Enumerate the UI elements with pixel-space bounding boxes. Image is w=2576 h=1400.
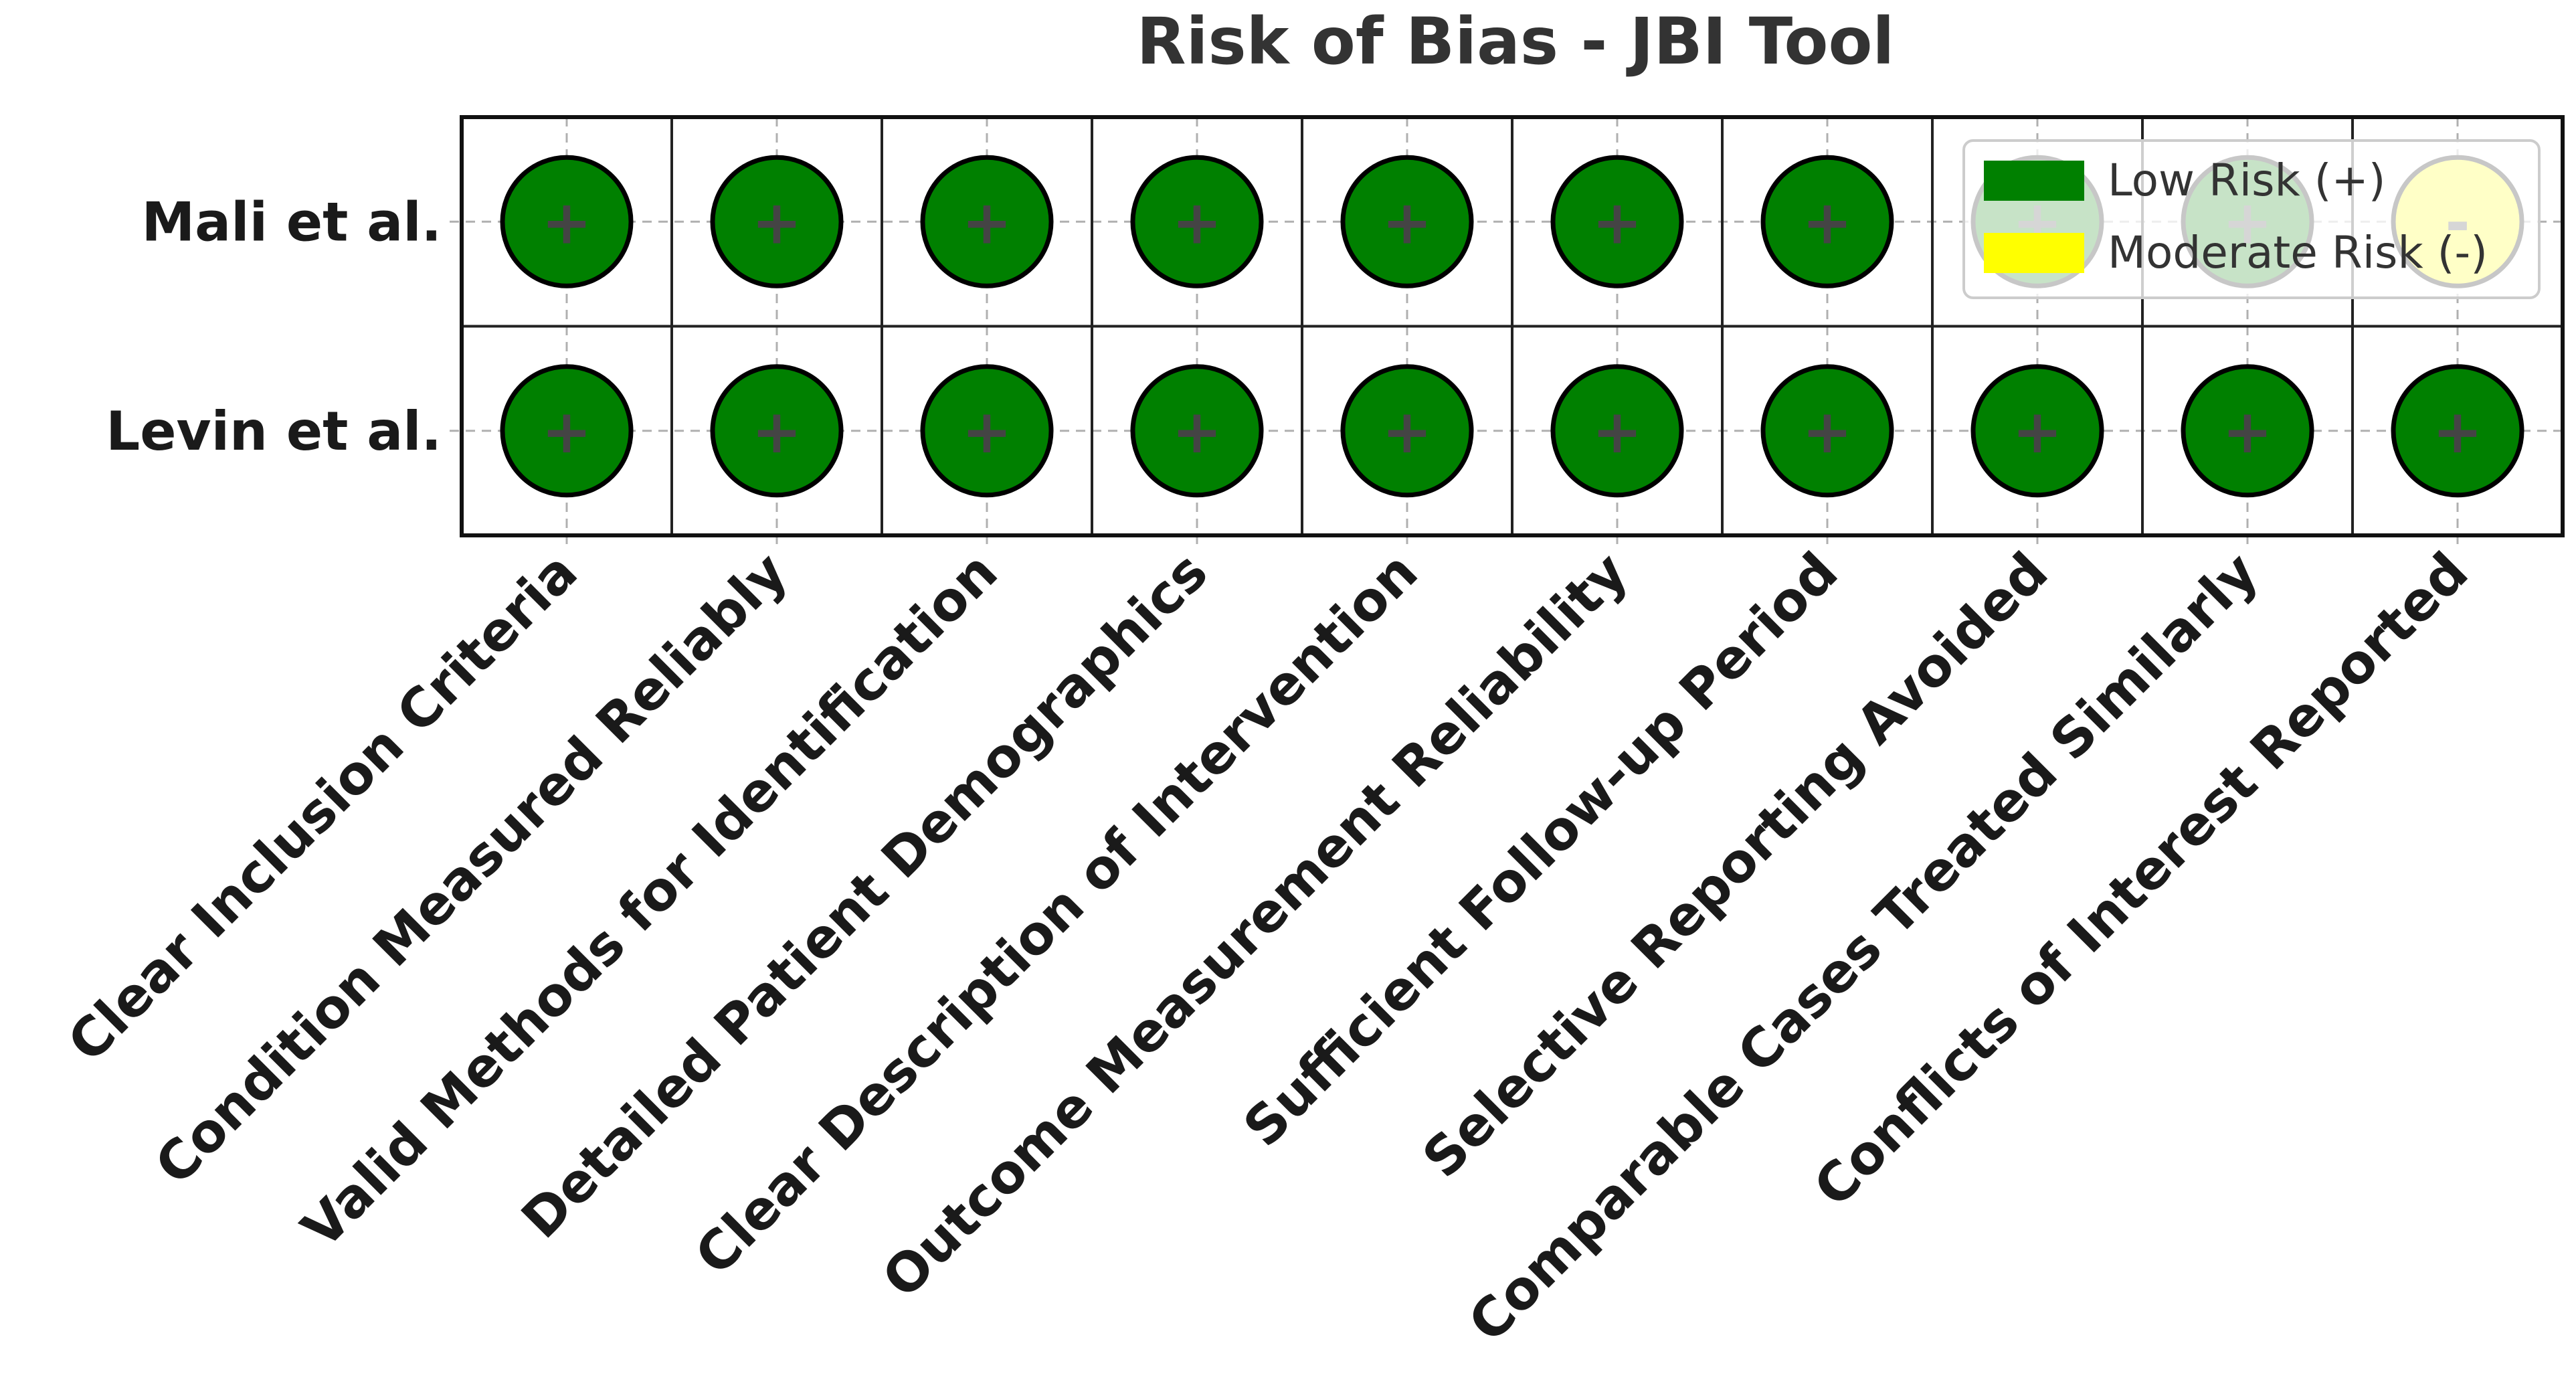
marks-layer: +++++++++-++++++++++ xyxy=(500,155,2524,498)
risk-symbol: + xyxy=(1802,187,1852,258)
risk-symbol: + xyxy=(1382,397,1432,467)
risk-circle xyxy=(1340,364,1474,498)
risk-symbol: + xyxy=(1802,397,1852,467)
domain-label: Clear Description of Intervention xyxy=(683,541,1429,1287)
legend-label: Low Risk (+) xyxy=(2108,155,2386,206)
domain-label: Outcome Measurement Reliability xyxy=(870,541,1639,1310)
study-label: Levin et al. xyxy=(106,400,442,462)
domain-label: Comparable Cases Treated Similarly xyxy=(1457,541,2270,1354)
risk-circle xyxy=(1130,155,1264,288)
risk-circle xyxy=(2181,364,2314,498)
risk-circle xyxy=(1130,364,1264,498)
risk-symbol: + xyxy=(1172,397,1222,467)
risk-circle xyxy=(920,155,1054,288)
risk-circle xyxy=(710,155,844,288)
risk-symbol: + xyxy=(541,187,591,258)
study-labels: Mali et al. Levin et al. xyxy=(106,191,442,462)
risk-symbol: + xyxy=(751,187,802,258)
risk-circle xyxy=(1760,364,1894,498)
risk-symbol: + xyxy=(541,397,591,467)
risk-circle xyxy=(500,155,634,288)
legend-swatch xyxy=(1984,161,2084,201)
risk-circle xyxy=(1760,155,1894,288)
risk-symbol: + xyxy=(1172,187,1222,258)
chart-title: Risk of Bias - JBI Tool xyxy=(1137,4,1895,79)
risk-circle xyxy=(2391,364,2524,498)
risk-circle xyxy=(710,364,844,498)
study-label: Mali et al. xyxy=(142,191,442,253)
risk-circle xyxy=(1550,364,1684,498)
risk-circle xyxy=(1970,364,2104,498)
risk-symbol: + xyxy=(1592,397,1642,467)
legend: Low Risk (+) Moderate Risk (-) xyxy=(1962,139,2541,299)
risk-symbol: + xyxy=(2432,397,2482,467)
cells-layer xyxy=(460,115,2565,537)
risk-circle xyxy=(920,364,1054,498)
risk-symbol: + xyxy=(2012,397,2062,467)
risk-symbol: + xyxy=(961,397,1012,467)
plot-frame xyxy=(460,115,2565,537)
risk-symbol: + xyxy=(751,397,802,467)
risk-symbol: + xyxy=(1382,187,1432,258)
legend-label: Moderate Risk (-) xyxy=(2108,227,2488,278)
legend-box xyxy=(1962,139,2541,299)
risk-symbol: + xyxy=(961,187,1012,258)
risk-circle xyxy=(1340,155,1474,288)
risk-circle xyxy=(500,364,634,498)
risk-circle xyxy=(1550,155,1684,288)
risk-symbol: + xyxy=(2222,397,2272,467)
risk-symbol: + xyxy=(1592,187,1642,258)
legend-swatch xyxy=(1984,233,2084,273)
